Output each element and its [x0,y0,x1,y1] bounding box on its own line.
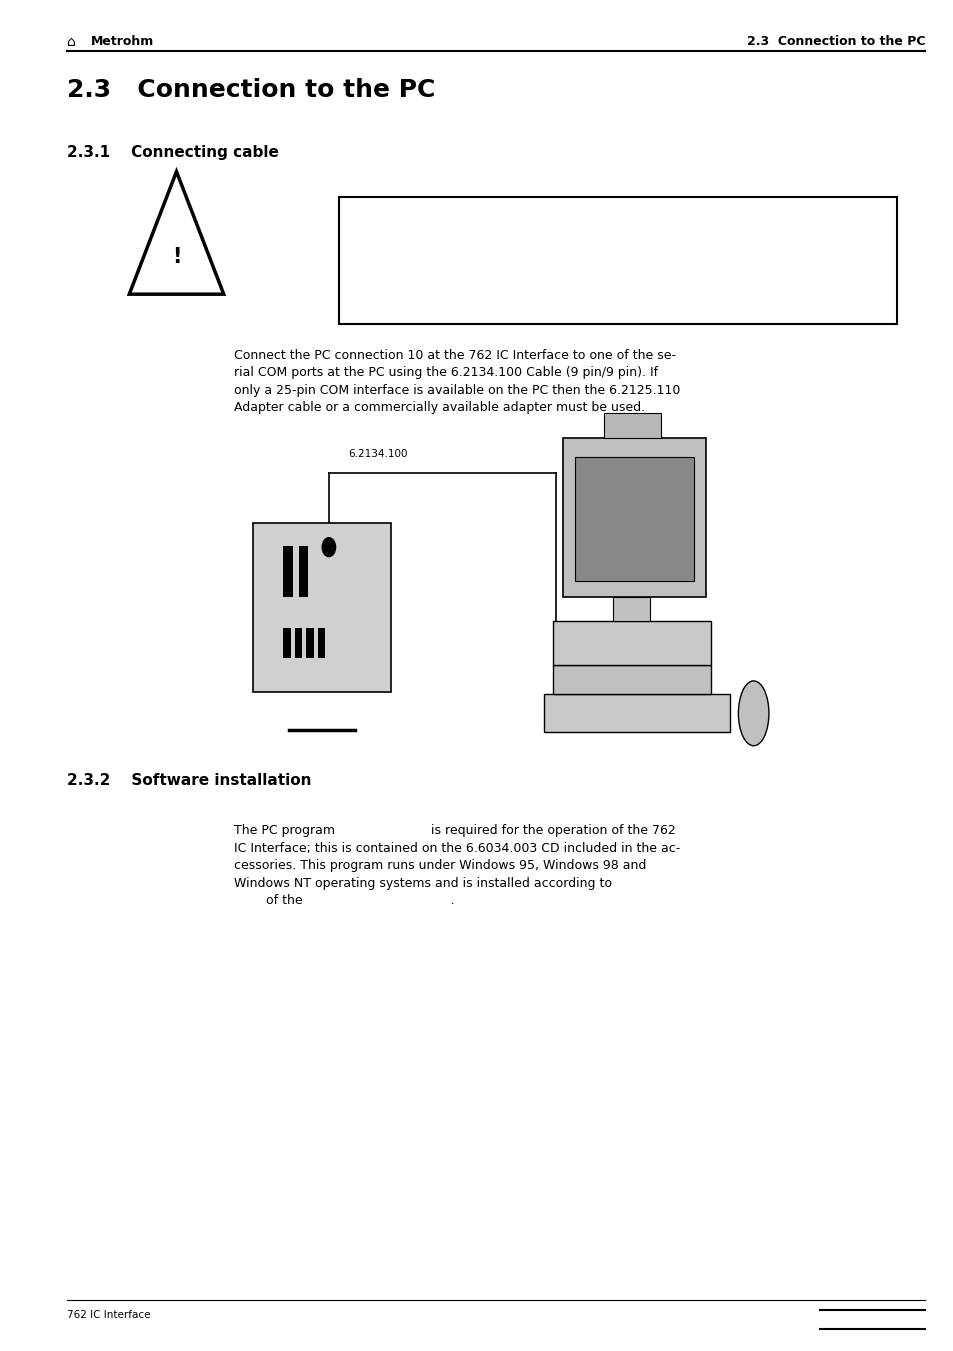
Ellipse shape [738,681,768,746]
Text: ⌂: ⌂ [67,35,75,49]
Text: 2.3   Connection to the PC: 2.3 Connection to the PC [67,78,435,103]
Circle shape [322,538,335,557]
Bar [553,665,710,694]
Bar [575,457,693,581]
Bar [253,523,391,692]
Text: 762 IC Interface: 762 IC Interface [67,1310,151,1320]
Bar [338,197,896,324]
Text: 2.3.2    Software installation: 2.3.2 Software installation [67,773,311,788]
Bar [294,628,302,658]
Bar [562,438,705,597]
Bar [543,694,729,732]
Text: Connect the PC connection 10 at the 762 IC Interface to one of the se-
rial COM : Connect the PC connection 10 at the 762 … [233,349,679,413]
Bar [283,546,293,597]
Bar [283,628,291,658]
Bar [603,413,660,438]
Text: The PC program                        is required for the operation of the 762
I: The PC program is required for the opera… [233,824,679,907]
Bar [317,628,325,658]
Text: 2.3  Connection to the PC: 2.3 Connection to the PC [746,35,924,49]
Bar [306,628,314,658]
Polygon shape [130,172,223,295]
Bar [298,546,308,597]
Text: Metrohm: Metrohm [91,35,153,49]
Text: 2.3.1    Connecting cable: 2.3.1 Connecting cable [67,145,278,159]
Text: 6.2134.100: 6.2134.100 [348,450,407,459]
Bar [613,597,649,621]
Text: !: ! [172,247,181,266]
Bar [553,621,710,665]
